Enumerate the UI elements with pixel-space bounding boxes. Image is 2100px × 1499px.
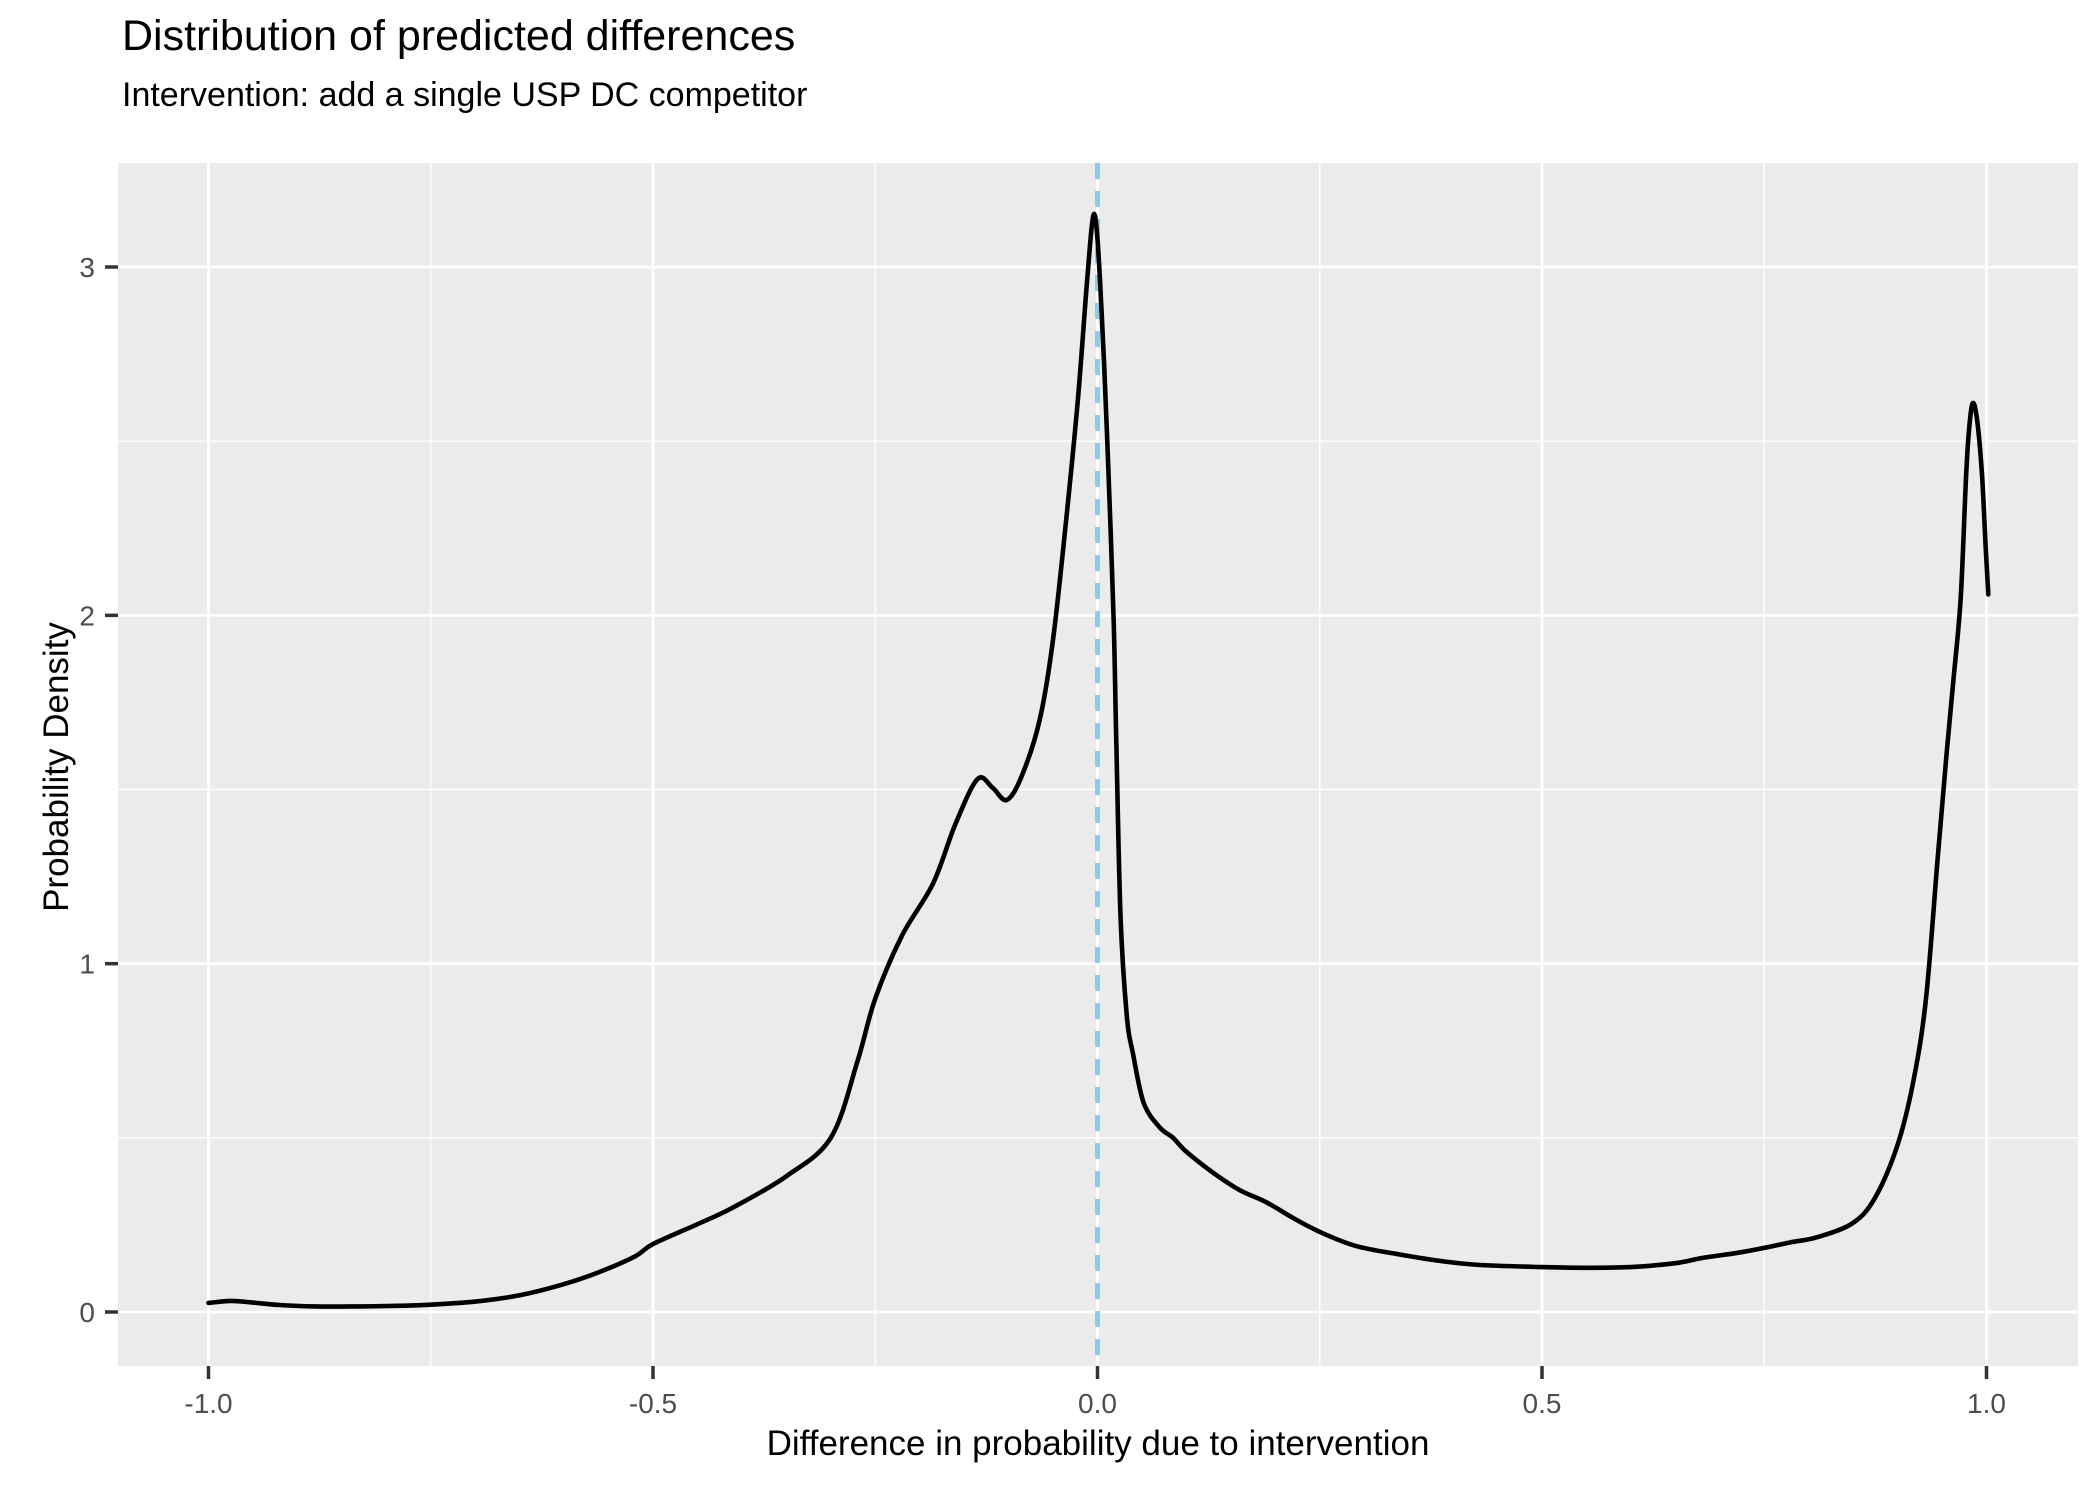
chart-title: Distribution of predicted differences <box>122 12 796 60</box>
y-tick-label: 2 <box>79 600 95 631</box>
x-tick-label: 0.0 <box>1078 1388 1117 1419</box>
x-tick-label: -1.0 <box>184 1388 232 1419</box>
x-axis-title: Difference in probability due to interve… <box>766 1424 1430 1463</box>
y-tick-label: 0 <box>79 1297 95 1328</box>
y-tick-label: 1 <box>79 949 95 980</box>
chart-subtitle: Intervention: add a single USP DC compet… <box>122 76 808 114</box>
x-tick-label: 1.0 <box>1967 1388 2006 1419</box>
x-tick-label: 0.5 <box>1523 1388 1562 1419</box>
density-curve <box>206 211 1991 1309</box>
y-axis-title: Probability Density <box>37 622 76 912</box>
x-tick-label: -0.5 <box>629 1388 677 1419</box>
y-tick-label: 3 <box>79 252 95 283</box>
